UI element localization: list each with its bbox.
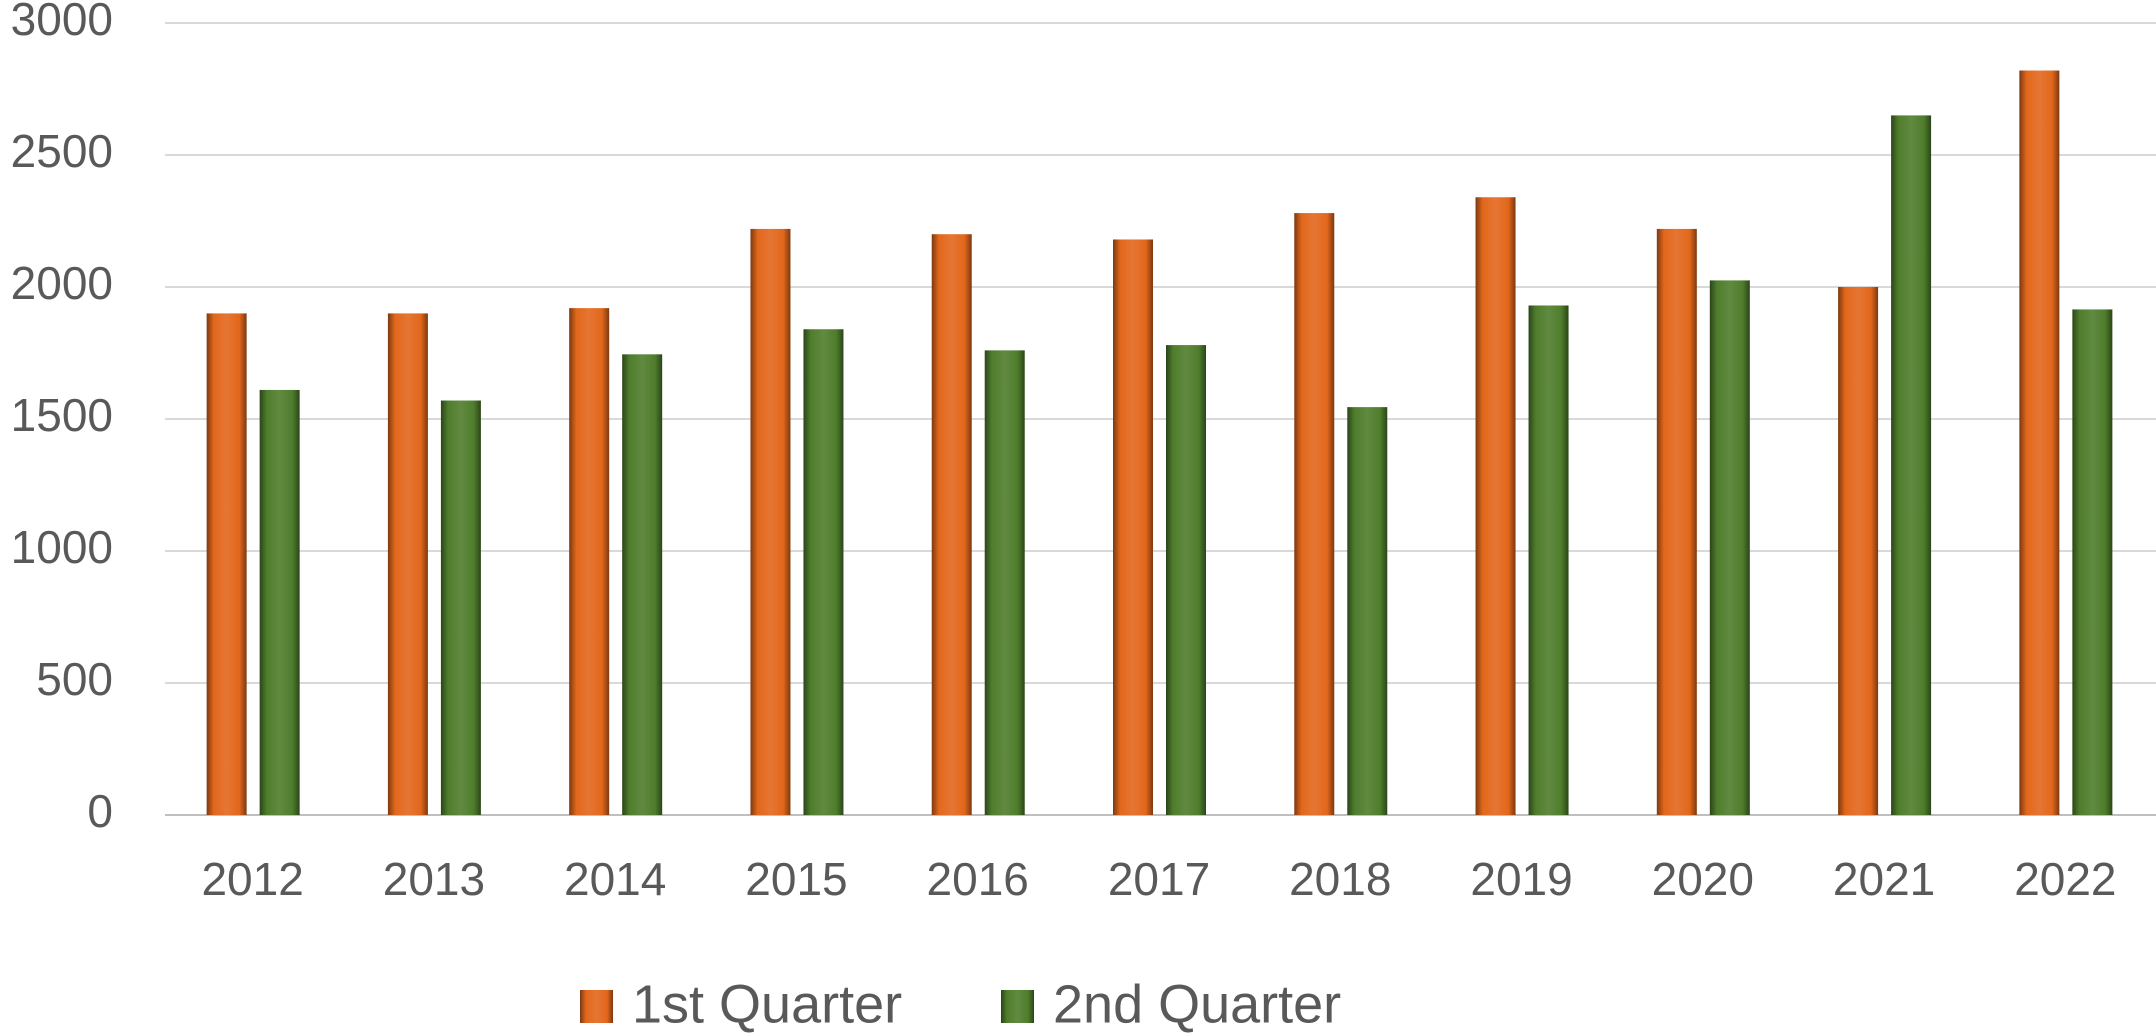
y-tick-label: 500 (36, 653, 113, 705)
y-tick-label: 2000 (11, 257, 113, 309)
bar (440, 400, 481, 815)
bar (1166, 345, 1206, 815)
x-tick-label: 2018 (1289, 853, 1391, 905)
legend-swatch (580, 990, 613, 1023)
bar (750, 228, 791, 816)
bar (1475, 197, 1516, 816)
x-tick-label: 2016 (927, 853, 1029, 905)
x-tick-label: 2014 (564, 853, 666, 905)
y-tick-label: 3000 (11, 0, 113, 45)
y-tick-label: 2500 (11, 125, 113, 177)
bar (1656, 228, 1697, 816)
bar (1528, 305, 1569, 815)
x-tick-label: 2015 (745, 853, 847, 905)
bar (2019, 70, 2060, 815)
bar (931, 234, 972, 815)
bar (569, 308, 610, 815)
x-tick-label: 2017 (1108, 853, 1210, 905)
bar (1347, 407, 1388, 815)
y-tick-label: 1000 (11, 521, 113, 573)
x-tick-label: 2013 (383, 853, 485, 905)
legend-swatch (1001, 990, 1034, 1023)
x-tick-label: 2012 (201, 853, 303, 905)
x-tick-label: 2020 (1652, 853, 1754, 905)
legend-label: 1st Quarter (632, 974, 902, 1034)
bar (622, 354, 663, 815)
bar (1838, 287, 1879, 815)
bar (259, 389, 300, 815)
legend-label: 2nd Quarter (1053, 974, 1341, 1034)
x-tick-label: 2021 (1833, 853, 1935, 905)
bar (206, 313, 247, 815)
bar (1709, 280, 1750, 815)
bar (984, 350, 1025, 815)
bar (1294, 213, 1335, 815)
bar (387, 313, 428, 815)
y-tick-label: 1500 (11, 389, 113, 441)
bar (1113, 239, 1153, 816)
x-tick-label: 2019 (1470, 853, 1572, 905)
x-tick-label: 2022 (2014, 853, 2116, 905)
y-tick-label: 0 (87, 785, 113, 837)
bar (2072, 309, 2113, 815)
bar (1891, 115, 1932, 815)
bar (803, 329, 844, 815)
